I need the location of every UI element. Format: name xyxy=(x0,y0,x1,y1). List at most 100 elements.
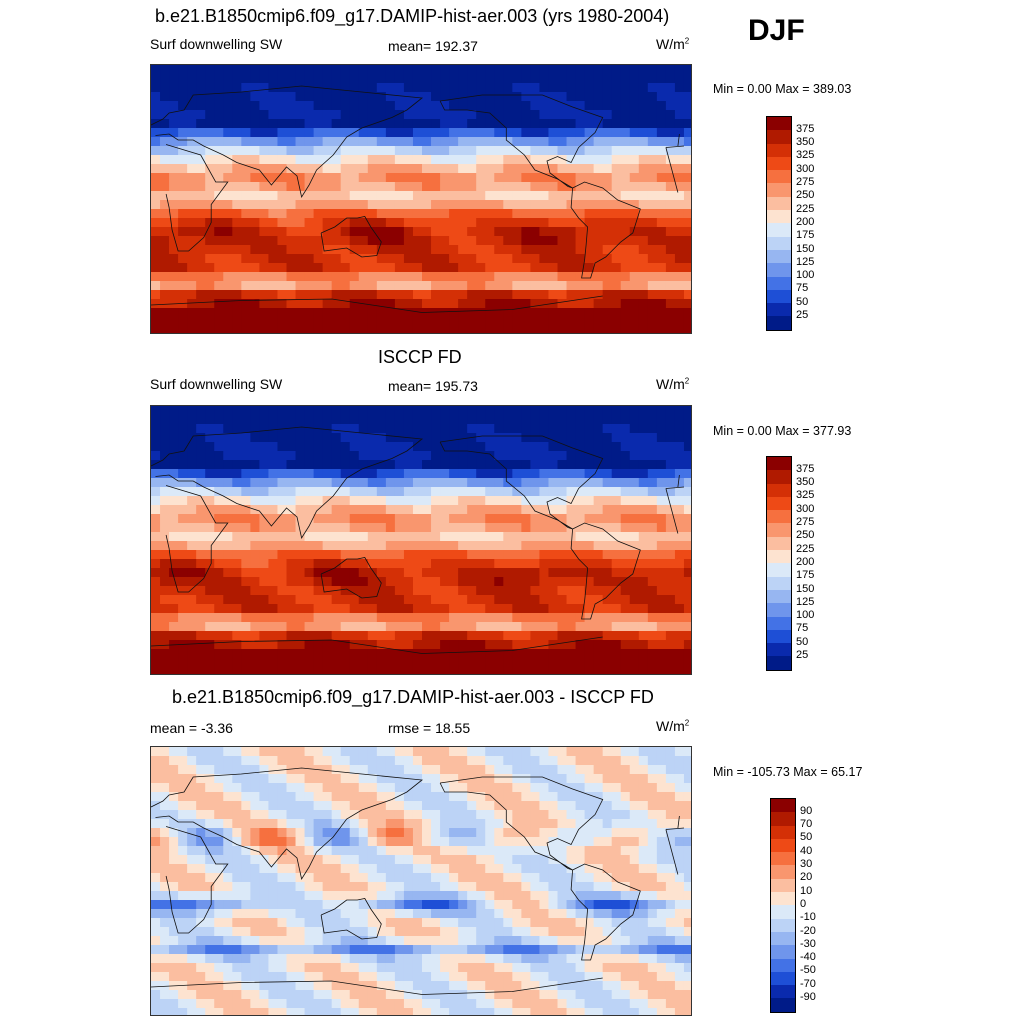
map-field-cell xyxy=(205,182,215,192)
map-field-cell xyxy=(367,173,378,183)
map-field-cell xyxy=(214,218,224,228)
map-field-cell xyxy=(340,496,351,506)
map-field-cell xyxy=(268,326,279,333)
map-field-cell xyxy=(205,550,215,560)
map-field-cell xyxy=(403,218,414,228)
map-field-cell xyxy=(313,586,324,596)
map-field-cell xyxy=(638,658,649,668)
map-field-cell xyxy=(683,667,691,674)
map-field-cell xyxy=(304,891,315,901)
map-field-cell xyxy=(205,478,215,488)
map-field-cell xyxy=(494,505,504,515)
map-field-cell xyxy=(521,918,531,928)
map-field-cell xyxy=(169,137,179,147)
map-field-cell xyxy=(521,828,531,838)
map-field-cell xyxy=(530,308,541,318)
map-field-cell xyxy=(322,900,333,910)
map-field-cell xyxy=(169,83,179,93)
map-field-cell xyxy=(331,137,342,147)
map-field-cell xyxy=(530,442,541,452)
map-field-cell xyxy=(268,200,279,210)
map-field-cell xyxy=(602,765,613,775)
map-field-cell xyxy=(178,451,188,461)
map-field-cell xyxy=(530,191,541,201)
map-field-cell xyxy=(250,541,260,551)
map-field-cell xyxy=(349,577,360,587)
map-field-cell xyxy=(403,658,414,668)
map-field-cell xyxy=(647,182,658,192)
map-field-cell xyxy=(295,756,306,766)
map-field-cell xyxy=(259,622,270,632)
map-field-cell xyxy=(440,218,450,228)
map-field-cell xyxy=(187,595,197,605)
map-field-cell xyxy=(629,819,640,829)
map-field-cell xyxy=(539,559,550,569)
map-field-cell xyxy=(422,640,432,650)
map-field-cell xyxy=(178,523,188,533)
map-field-cell xyxy=(304,65,315,75)
map-field-cell xyxy=(268,227,279,237)
map-field-cell xyxy=(250,873,260,883)
map-field-cell xyxy=(160,326,170,333)
map-field-cell xyxy=(593,442,604,452)
map-field-cell xyxy=(593,882,604,892)
map-field-cell xyxy=(440,756,450,766)
map-field-cell xyxy=(620,110,631,120)
map-field-cell xyxy=(494,460,504,470)
map-field-cell xyxy=(476,586,486,596)
map-field-cell xyxy=(232,523,242,533)
map-field-cell xyxy=(394,83,405,93)
map-field-cell xyxy=(503,101,513,111)
map-field-cell xyxy=(259,819,270,829)
map-field-cell xyxy=(160,92,170,102)
map-field-cell xyxy=(665,326,676,333)
map-field-cell xyxy=(638,559,649,569)
map-field-cell xyxy=(683,747,691,757)
map-field-cell xyxy=(394,855,405,865)
map-field-cell xyxy=(277,622,288,632)
map-field-cell xyxy=(485,559,495,569)
map-field-cell xyxy=(313,756,324,766)
map-field-cell xyxy=(340,891,351,901)
colorbar-swatch xyxy=(767,249,791,264)
map-field-cell xyxy=(313,469,324,479)
map-field-cell xyxy=(160,487,170,497)
map-field-cell xyxy=(331,864,342,874)
map-field-cell xyxy=(530,550,541,560)
map-field-cell xyxy=(638,747,649,757)
map-field-cell xyxy=(403,83,414,93)
map-field-cell xyxy=(422,568,432,578)
map-field-cell xyxy=(584,254,595,264)
map-field-cell xyxy=(647,236,658,246)
map-field-cell xyxy=(196,290,206,300)
map-field-cell xyxy=(656,469,667,479)
map-field-cell xyxy=(449,900,459,910)
map-field-cell xyxy=(385,658,396,668)
map-field-cell xyxy=(412,218,423,228)
map-field-cell xyxy=(295,74,306,84)
map-field-cell xyxy=(512,900,522,910)
map-field-cell xyxy=(322,299,333,309)
map-field-cell xyxy=(647,918,658,928)
map-field-cell xyxy=(458,299,468,309)
map-field-cell xyxy=(331,568,342,578)
map-field-cell xyxy=(205,568,215,578)
map-field-cell xyxy=(322,326,333,333)
map-field-cell xyxy=(250,891,260,901)
map-field-cell xyxy=(530,568,541,578)
map-field-cell xyxy=(259,317,270,327)
map-field-cell xyxy=(241,254,251,264)
map-field-cell xyxy=(358,801,369,811)
map-field-cell xyxy=(431,936,441,946)
map-field-cell xyxy=(385,317,396,327)
map-field-cell xyxy=(151,765,161,775)
map-field-cell xyxy=(286,523,297,533)
map-field-cell xyxy=(539,191,550,201)
map-field-cell xyxy=(683,290,691,300)
colorbar-tick-label: 275 xyxy=(796,516,815,528)
map-field-cell xyxy=(665,765,676,775)
map-field-cell xyxy=(232,532,242,542)
map-field-cell xyxy=(440,290,450,300)
map-field-cell xyxy=(178,801,188,811)
map-field-cell xyxy=(187,667,197,674)
